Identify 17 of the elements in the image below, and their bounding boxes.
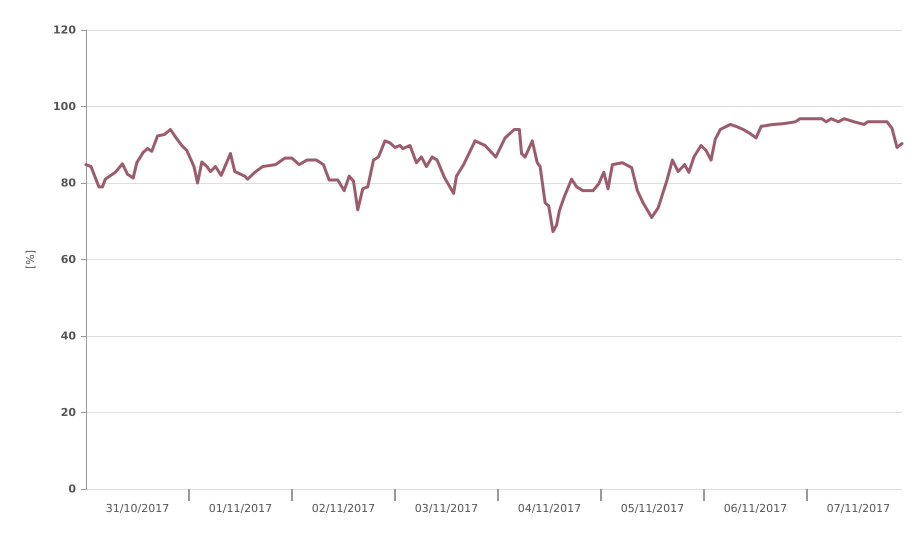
y-tick-label: 20	[60, 406, 76, 419]
x-tick-label: 03/11/2017	[414, 502, 478, 515]
y-tick-label: 40	[60, 330, 76, 342]
y-tick-label: 60	[60, 253, 76, 266]
y-axis-title: [%]	[24, 250, 37, 270]
y-tick-label: 0	[68, 482, 76, 496]
y-tick-label: 80	[60, 176, 76, 190]
x-tick-label: 31/10/2017	[106, 502, 170, 515]
x-tick-label: 04/11/2017	[518, 502, 582, 515]
y-tick-label: 120	[53, 24, 76, 36]
x-tick-label: 07/11/2017	[826, 502, 890, 515]
y-tick-label: 100	[53, 100, 76, 113]
x-tick-label: 01/11/2017	[208, 502, 272, 515]
x-tick-label: 06/11/2017	[724, 502, 788, 515]
x-tick-label: 02/11/2017	[312, 502, 376, 515]
x-tick-label: 05/11/2017	[620, 502, 684, 515]
line-series	[84, 117, 904, 234]
